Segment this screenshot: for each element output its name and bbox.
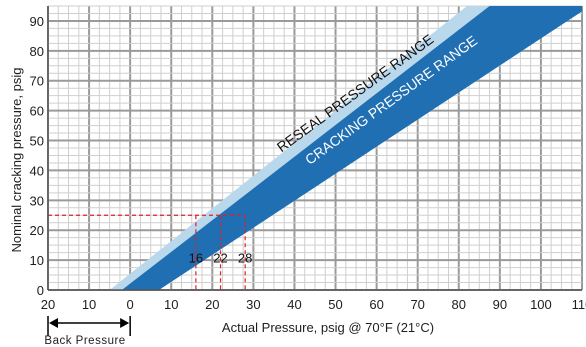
x-tick-label: 40	[287, 297, 301, 312]
x-tick-label: 50	[328, 297, 342, 312]
x-tick-label: 0	[127, 297, 134, 312]
axes	[47, 6, 582, 291]
y-tick-label: 70	[30, 74, 44, 89]
x-tick-label: 60	[369, 297, 383, 312]
back-pressure-label: Back Pressure	[44, 335, 125, 347]
x-tick-label: 90	[493, 297, 507, 312]
x-tick-label: 10	[164, 297, 178, 312]
y-tick-label: 60	[30, 104, 44, 119]
y-tick-label: 20	[30, 223, 44, 238]
x-tick-label: 110	[572, 297, 586, 312]
back-pressure-arrow-right	[120, 318, 130, 328]
example-lines: 16 22 28	[48, 214, 252, 290]
back-pressure-arrow-left	[49, 318, 58, 328]
y-tick-label: 30	[30, 193, 44, 208]
x-tick-label: 30	[246, 297, 260, 312]
cracking-pressure-band	[121, 6, 582, 290]
x-tick-label: 20	[205, 297, 219, 312]
y-tick-label: 0	[37, 283, 44, 298]
y-axis-label: Nominal cracking pressure, psig	[9, 68, 24, 253]
x-tick-label: 20	[41, 297, 55, 312]
x-tick-label: 80	[452, 297, 466, 312]
back-pressure-indicator: Back Pressure	[44, 316, 131, 347]
pressure-bands	[109, 6, 582, 290]
y-tick-label: 50	[30, 134, 44, 149]
example-value-label: 28	[238, 250, 252, 265]
x-tick-label: 10	[82, 297, 96, 312]
y-tick-label: 90	[30, 14, 44, 29]
x-tick-label: 70	[410, 297, 424, 312]
example-value-label: 22	[213, 250, 227, 265]
x-axis-label: Actual Pressure, psig @ 70°F (21°C)	[222, 320, 434, 335]
example-value-label: 16	[189, 250, 203, 265]
x-tick-label: 100	[530, 297, 552, 312]
y-tick-label: 40	[30, 163, 44, 178]
y-tick-label: 80	[30, 44, 44, 59]
y-tick-label: 10	[30, 253, 44, 268]
